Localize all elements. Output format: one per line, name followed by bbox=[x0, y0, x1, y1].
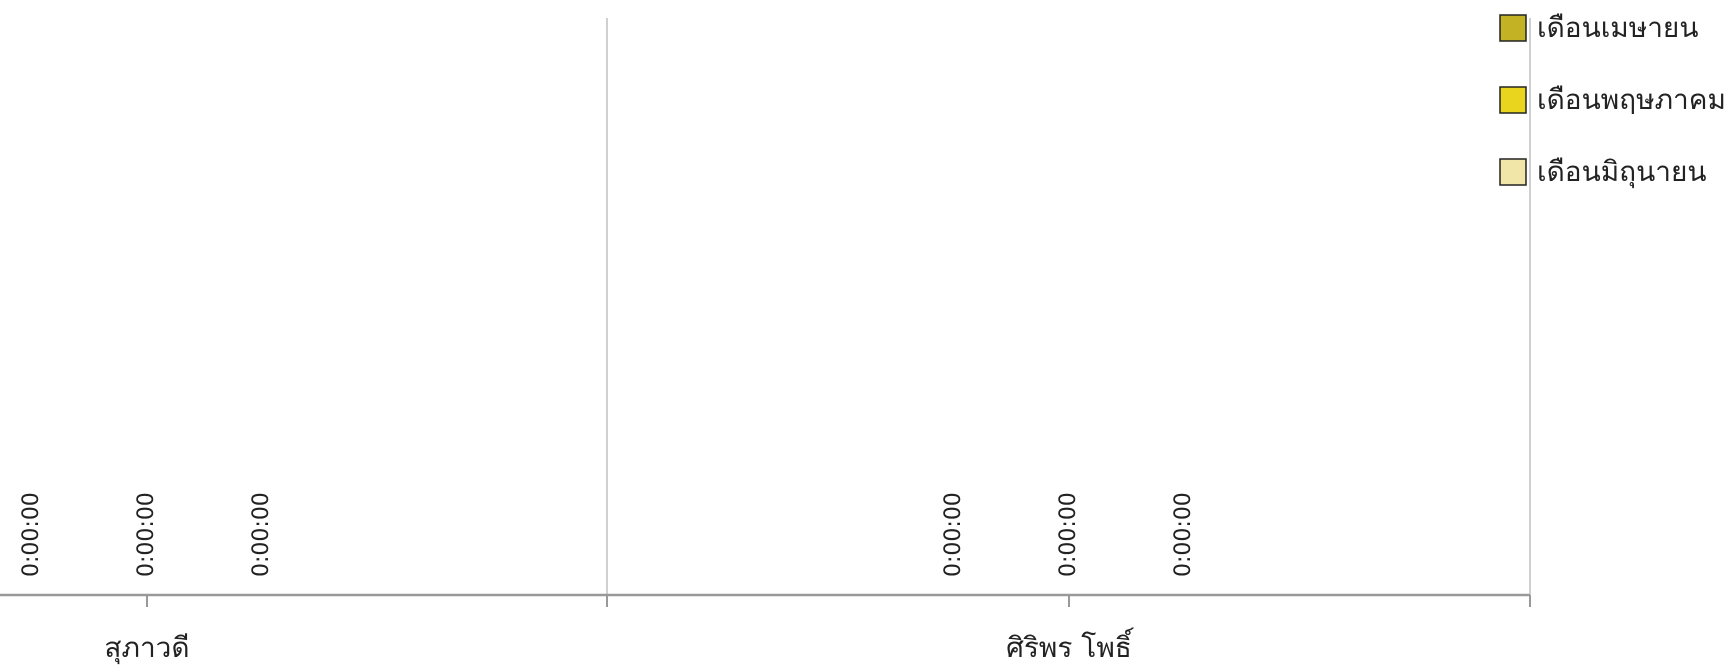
legend-swatch bbox=[1499, 86, 1527, 114]
value-label: 0:00:00 bbox=[134, 492, 159, 577]
value-label: 0:00:00 bbox=[1056, 492, 1081, 577]
legend-swatch bbox=[1499, 158, 1527, 186]
value-labels: 0:00:00 0:00:00 0:00:00 0:00:00 0:00:00 0:00:… bbox=[19, 492, 1196, 577]
x-axis bbox=[0, 593, 1531, 607]
value-label: 0:00:00 bbox=[19, 492, 44, 577]
category-label: ศิริพร โพธิ์ bbox=[1006, 627, 1134, 664]
legend-label: เดือนเมษายน bbox=[1537, 11, 1698, 44]
value-label: 0:00:00 bbox=[1171, 492, 1196, 577]
legend-label: เดือนมิถุนายน bbox=[1537, 155, 1707, 189]
category-label: สุภาวดี bbox=[104, 631, 189, 665]
value-label: 0:00:00 bbox=[941, 492, 966, 577]
gridlines bbox=[606, 18, 1531, 595]
legend-label: เดือนพฤษภาคม bbox=[1537, 83, 1726, 116]
value-label: 0:00:00 bbox=[249, 492, 274, 577]
category-labels: สุภาวดี ศิริพร โพธิ์ bbox=[104, 627, 1134, 665]
legend-swatch bbox=[1499, 14, 1527, 42]
